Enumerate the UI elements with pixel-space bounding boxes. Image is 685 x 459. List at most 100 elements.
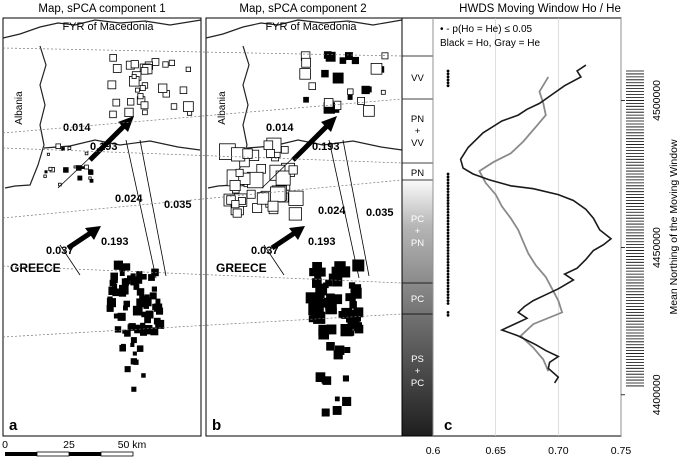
sample-marker (145, 310, 154, 319)
sample-marker (334, 261, 346, 273)
sample-marker (127, 98, 135, 106)
panel-a-flow-0: 0.014 (63, 122, 91, 134)
sample-marker (256, 163, 266, 174)
sample-marker (317, 291, 325, 299)
significance-point (446, 193, 450, 197)
significance-point (446, 216, 450, 220)
sample-marker (263, 140, 274, 150)
sample-marker (170, 103, 178, 110)
significance-point (446, 266, 450, 270)
sample-marker (121, 278, 129, 286)
sample-marker (308, 82, 316, 90)
scale-bar: 0 25 50 km (2, 439, 147, 457)
panel-a-thin-arrow-1 (125, 139, 157, 279)
sample-marker (334, 396, 340, 402)
sample-marker (113, 313, 119, 319)
sample-marker (48, 166, 53, 171)
sample-marker (321, 69, 329, 78)
sample-marker (77, 175, 83, 181)
sample-marker (132, 351, 137, 356)
sample-marker (154, 303, 161, 310)
scale-bar-seg-4 (100, 451, 134, 457)
panel-c-legend-line2: Black = Ho, Gray = He (440, 38, 540, 49)
sample-marker (122, 329, 127, 334)
panel-a-thin-arrow-3 (57, 147, 101, 189)
significance-point (446, 313, 450, 317)
panel-c-rug (626, 70, 644, 387)
sample-marker (339, 57, 347, 64)
panel-a-flow-5: 0.193 (101, 236, 129, 248)
sample-marker (140, 67, 149, 75)
sample-marker (347, 94, 353, 100)
sample-marker (139, 295, 147, 304)
sample-marker (342, 396, 352, 406)
significance-point (446, 257, 450, 261)
sample-marker (130, 337, 137, 344)
panel-a-north-border (2, 19, 202, 39)
panel-b-thin-arrow-2 (342, 139, 370, 277)
sample-marker (321, 408, 330, 417)
significance-point (446, 219, 450, 223)
sample-marker (138, 288, 145, 294)
panel-a-thick-arrow-upper (88, 123, 127, 162)
panel-a-flows (57, 116, 167, 279)
sample-marker (363, 105, 375, 117)
segment-pspc-2: + (415, 366, 421, 377)
sample-marker (106, 304, 114, 312)
significance-point (446, 252, 450, 255)
panel-b-title: Map, sPCA component 2 (239, 3, 366, 15)
panel-b-flow-4: 0.037 (251, 245, 279, 257)
y-tick-label: 4450000 (651, 227, 663, 268)
sample-marker (44, 170, 48, 174)
sample-marker (151, 58, 160, 66)
significance-point (446, 290, 450, 294)
sample-marker (61, 147, 65, 151)
segment-pnvv-2: + (415, 126, 421, 137)
panel-b-thin-arrow-4 (263, 244, 285, 276)
sample-marker (140, 322, 146, 329)
sample-marker (185, 66, 192, 72)
scale-label-0: 0 (2, 439, 8, 451)
sample-marker (149, 292, 157, 300)
panel-c-x-ticks: 0.6 0.65 0.70 0.75 (426, 445, 632, 457)
significance-point (446, 234, 450, 238)
significance-point (446, 240, 450, 244)
significance-point (446, 272, 450, 276)
sample-marker (344, 346, 351, 353)
sample-marker (43, 174, 47, 178)
panel-a-thick-arrow-upper-head (118, 116, 134, 132)
significance-point (446, 246, 450, 250)
significance-point (446, 287, 450, 291)
panel-b-thick-arrow-upper (291, 123, 330, 162)
sample-marker (46, 152, 50, 156)
segment-pnvv-3: VV (411, 138, 424, 149)
panel-a-thick-arrow-lower (66, 229, 94, 251)
connector-line (2, 98, 403, 134)
sample-marker (311, 278, 322, 288)
significance-point (446, 202, 450, 205)
significance-point (446, 260, 450, 264)
scale-label-50: 50 km (118, 439, 147, 451)
panel-c-significance-points (446, 69, 450, 317)
sample-marker (342, 309, 349, 316)
panel-b-flow-1: 0.193 (312, 141, 340, 153)
sample-marker (380, 89, 386, 95)
sample-marker (73, 165, 77, 169)
panel-b-flow-2: 0.024 (318, 205, 346, 217)
x-tick-label: 0.65 (485, 445, 506, 457)
segment-pcpn-1: PC (411, 214, 424, 225)
panel-a-flow-4: 0.037 (46, 245, 74, 257)
significance-point (446, 184, 450, 188)
sample-marker (67, 146, 72, 151)
sample-marker (107, 296, 113, 302)
sample-marker (109, 54, 117, 62)
segment-pspc-1: PS (411, 354, 424, 365)
sample-marker (242, 148, 253, 159)
significance-point (446, 207, 450, 211)
significance-point (446, 299, 450, 302)
y-tick-label: 4500000 (651, 80, 663, 121)
panel-a-south-border (43, 139, 201, 151)
sample-marker (332, 278, 342, 287)
significance-point (446, 69, 450, 73)
sample-marker (140, 101, 149, 110)
